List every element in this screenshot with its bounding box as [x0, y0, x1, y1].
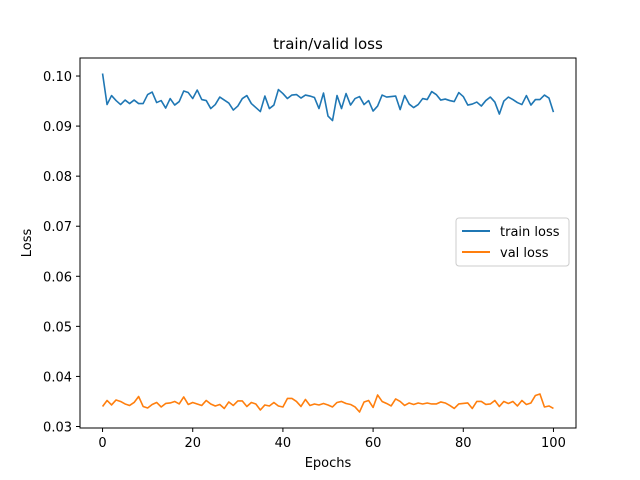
legend: train loss val loss — [455, 217, 570, 267]
plot-area — [79, 57, 577, 429]
y-tick-label: 0.06 — [43, 270, 72, 285]
legend-label-train-loss: train loss — [500, 225, 560, 240]
y-tick-label: 0.03 — [43, 420, 72, 435]
series-line-val-loss — [101, 393, 554, 413]
x-axis: 0 20 40 60 80 100 — [98, 428, 566, 451]
legend-label-val-loss: val loss — [500, 246, 549, 261]
y-tick-label: 0.10 — [43, 70, 72, 85]
y-tick-label: 0.08 — [43, 170, 72, 185]
chart-title: train/valid loss — [273, 35, 383, 53]
y-axis: 0.03 0.04 0.05 0.06 0.07 0.08 0.09 0.10 — [43, 70, 80, 435]
x-tick-label: 20 — [184, 436, 201, 451]
series-line-train-loss — [101, 73, 555, 122]
x-tick-label: 40 — [275, 436, 292, 451]
y-tick-label: 0.04 — [43, 370, 72, 385]
x-tick-label: 100 — [541, 436, 566, 451]
series-layer — [101, 73, 555, 413]
y-tick-label: 0.07 — [43, 220, 72, 235]
y-tick-label: 0.09 — [43, 120, 72, 135]
y-axis-label: Loss — [20, 229, 35, 258]
x-tick-label: 60 — [365, 436, 382, 451]
x-axis-label: Epochs — [305, 456, 352, 471]
y-tick-label: 0.05 — [43, 320, 72, 335]
x-tick-label: 0 — [98, 436, 106, 451]
plot-frame — [79, 57, 577, 429]
x-tick-label: 80 — [455, 436, 472, 451]
